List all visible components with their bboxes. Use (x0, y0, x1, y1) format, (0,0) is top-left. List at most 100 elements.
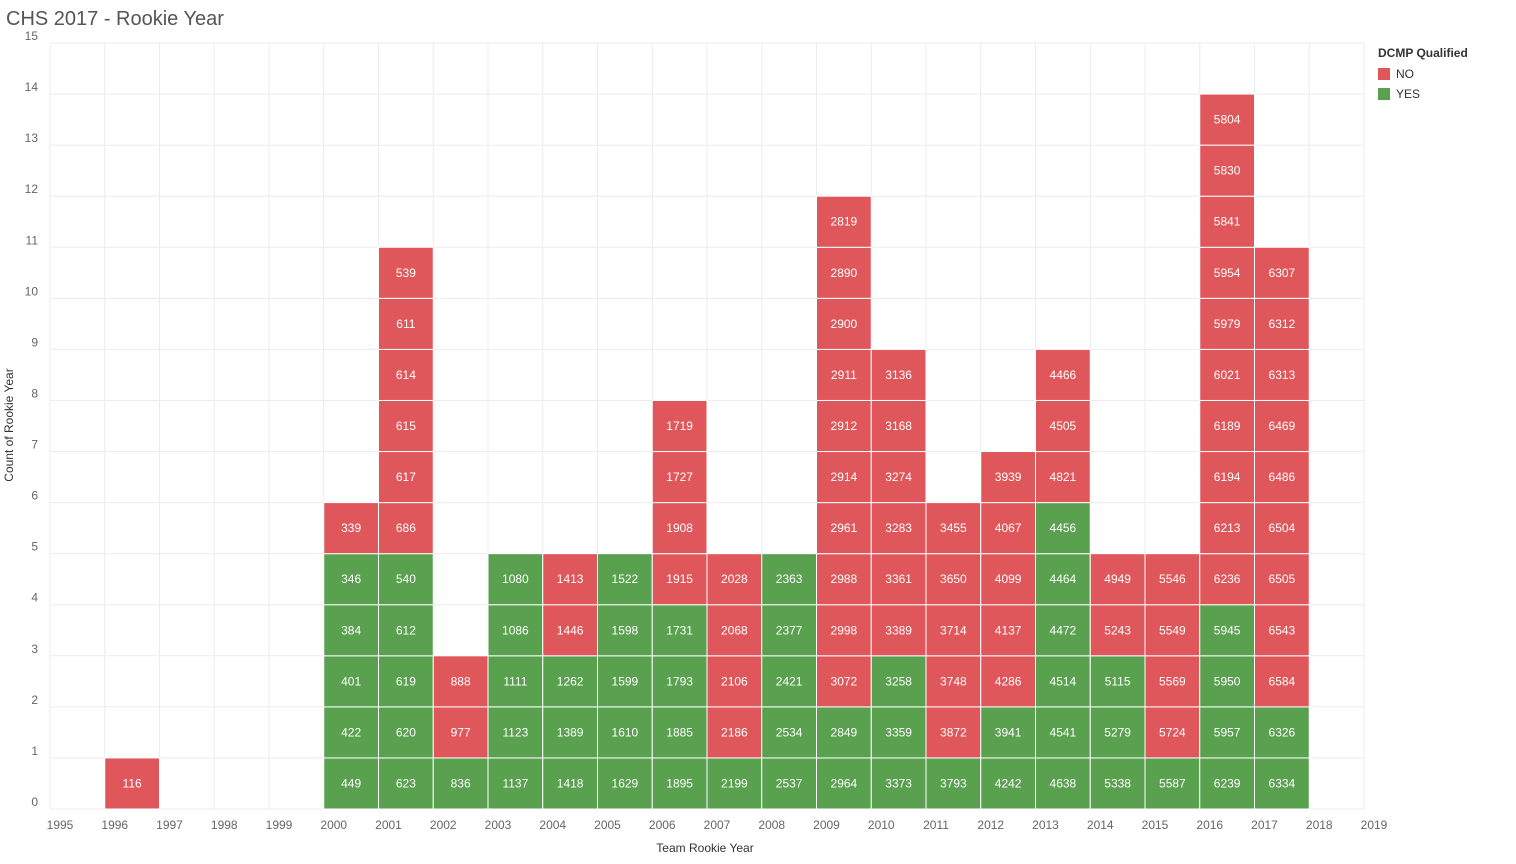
bar-cell[interactable]: 5279 (1089, 706, 1146, 759)
bar-cell[interactable]: 2028 (706, 553, 763, 606)
bar-cell[interactable]: 1629 (597, 757, 653, 810)
bar-cell[interactable]: 3373 (870, 757, 927, 810)
bar-cell[interactable]: 617 (378, 451, 434, 504)
legend-item-yes[interactable]: YES (1378, 84, 1468, 104)
bar-cell[interactable]: 1262 (542, 655, 598, 708)
bar-cell[interactable]: 4505 (1035, 399, 1091, 453)
bar-cell[interactable]: 2377 (761, 604, 817, 657)
bar-cell[interactable]: 6505 (1254, 553, 1310, 606)
bar-cell[interactable]: 4638 (1035, 757, 1091, 810)
bar-cell[interactable]: 1915 (651, 553, 708, 606)
bar-cell[interactable]: 5830 (1199, 144, 1255, 197)
bar-cell[interactable]: 4541 (1035, 706, 1091, 759)
bar-cell[interactable]: 4514 (1035, 655, 1091, 708)
bar-cell[interactable]: 888 (432, 655, 489, 708)
bar-cell[interactable]: 3748 (925, 655, 982, 708)
bar-cell[interactable]: 2912 (816, 399, 872, 453)
bar-cell[interactable]: 4137 (980, 604, 1036, 657)
bar-cell[interactable]: 2819 (816, 195, 872, 248)
bar-cell[interactable]: 1137 (487, 757, 544, 810)
bar-cell[interactable]: 384 (323, 604, 379, 657)
bar-cell[interactable]: 422 (323, 706, 379, 759)
bar-cell[interactable]: 6194 (1199, 451, 1255, 504)
bar-cell[interactable]: 2911 (816, 348, 872, 401)
bar-cell[interactable]: 116 (104, 757, 160, 810)
bar-cell[interactable]: 3872 (925, 706, 982, 759)
bar-cell[interactable]: 6486 (1254, 451, 1310, 504)
bar-cell[interactable]: 5243 (1089, 604, 1146, 657)
bar-cell[interactable]: 2988 (816, 553, 872, 606)
bar-cell[interactable]: 1086 (487, 604, 544, 657)
bar-cell[interactable]: 4067 (980, 502, 1036, 555)
bar-cell[interactable]: 1522 (597, 553, 653, 606)
bar-cell[interactable]: 2961 (816, 502, 872, 555)
bar-cell[interactable]: 4466 (1035, 348, 1091, 401)
bar-cell[interactable]: 5957 (1199, 706, 1255, 759)
bar-cell[interactable]: 2421 (761, 655, 817, 708)
bar-cell[interactable]: 4099 (980, 553, 1036, 606)
bar-cell[interactable]: 5587 (1144, 757, 1201, 810)
bar-cell[interactable]: 6584 (1254, 655, 1310, 708)
bar-cell[interactable]: 5724 (1144, 706, 1201, 759)
bar-cell[interactable]: 6312 (1254, 297, 1310, 350)
bar-cell[interactable]: 2849 (816, 706, 872, 759)
bar-cell[interactable]: 4456 (1035, 502, 1091, 555)
bar-cell[interactable]: 2914 (816, 451, 872, 504)
bar-cell[interactable]: 5954 (1199, 246, 1255, 299)
bar-cell[interactable]: 2890 (816, 246, 872, 299)
bar-cell[interactable]: 1885 (651, 706, 708, 759)
bar-cell[interactable]: 1731 (651, 604, 708, 657)
bar-cell[interactable]: 401 (323, 655, 379, 708)
bar-cell[interactable]: 5804 (1199, 93, 1255, 146)
bar-cell[interactable]: 1446 (542, 604, 598, 657)
bar-cell[interactable]: 5950 (1199, 655, 1255, 708)
bar-cell[interactable]: 3941 (980, 706, 1036, 759)
bar-cell[interactable]: 4949 (1089, 553, 1146, 606)
bar-cell[interactable]: 6189 (1199, 399, 1255, 453)
bar-cell[interactable]: 977 (432, 706, 489, 759)
bar-cell[interactable]: 1598 (597, 604, 653, 657)
bar-cell[interactable]: 3361 (870, 553, 927, 606)
bar-cell[interactable]: 2998 (816, 604, 872, 657)
bar-cell[interactable]: 1123 (487, 706, 544, 759)
bar-cell[interactable]: 4242 (980, 757, 1036, 810)
bar-cell[interactable]: 1908 (651, 502, 708, 555)
bar-cell[interactable]: 3283 (870, 502, 927, 555)
bar-cell[interactable]: 2106 (706, 655, 763, 708)
bar-cell[interactable]: 5979 (1199, 297, 1255, 350)
bar-cell[interactable]: 6543 (1254, 604, 1310, 657)
bar-cell[interactable]: 836 (432, 757, 489, 810)
bar-cell[interactable]: 2964 (816, 757, 872, 810)
bar-cell[interactable]: 686 (378, 502, 434, 555)
bar-cell[interactable]: 1895 (651, 757, 708, 810)
bar-cell[interactable]: 5841 (1199, 195, 1255, 248)
bar-cell[interactable]: 6313 (1254, 348, 1310, 401)
bar-cell[interactable]: 3650 (925, 553, 982, 606)
bar-cell[interactable]: 6469 (1254, 399, 1310, 453)
bar-cell[interactable]: 611 (378, 297, 434, 350)
bar-cell[interactable]: 1727 (651, 451, 708, 504)
bar-cell[interactable]: 3274 (870, 451, 927, 504)
bar-cell[interactable]: 5569 (1144, 655, 1201, 708)
bar-cell[interactable]: 3389 (870, 604, 927, 657)
legend-item-no[interactable]: NO (1378, 64, 1468, 84)
bar-cell[interactable]: 1389 (542, 706, 598, 759)
bar-cell[interactable]: 4472 (1035, 604, 1091, 657)
bar-cell[interactable]: 2186 (706, 706, 763, 759)
bar-cell[interactable]: 4464 (1035, 553, 1091, 606)
bar-cell[interactable]: 2900 (816, 297, 872, 350)
bar-cell[interactable]: 1413 (542, 553, 598, 606)
bar-cell[interactable]: 4821 (1035, 451, 1091, 504)
bar-cell[interactable]: 5549 (1144, 604, 1201, 657)
bar-cell[interactable]: 3072 (816, 655, 872, 708)
bar-cell[interactable]: 1610 (597, 706, 653, 759)
bar-cell[interactable]: 2199 (706, 757, 763, 810)
bar-cell[interactable]: 3714 (925, 604, 982, 657)
bar-cell[interactable]: 6307 (1254, 246, 1310, 299)
bar-cell[interactable]: 623 (378, 757, 434, 810)
bar-cell[interactable]: 539 (378, 246, 434, 299)
bar-cell[interactable]: 612 (378, 604, 434, 657)
bar-cell[interactable]: 2537 (761, 757, 817, 810)
bar-cell[interactable]: 6239 (1199, 757, 1255, 810)
bar-cell[interactable]: 6326 (1254, 706, 1310, 759)
